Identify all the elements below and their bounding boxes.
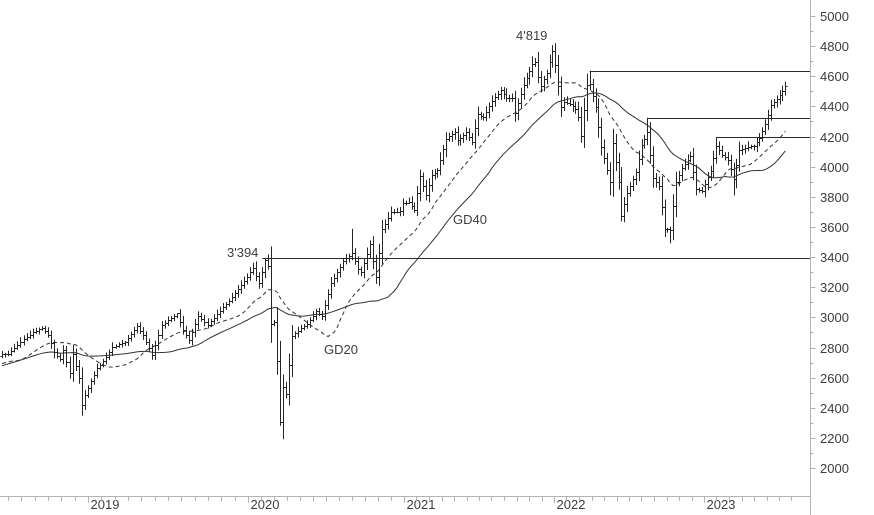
- svg-text:4200: 4200: [820, 130, 849, 145]
- svg-text:3600: 3600: [820, 220, 849, 235]
- gd20-moving-average-line: [1, 81, 786, 368]
- svg-text:2000: 2000: [820, 461, 849, 476]
- svg-text:4600: 4600: [820, 69, 849, 84]
- y-axis: 2000 2200 2400 2600 2800 3000 3200 3400 3600 3800…: [810, 0, 849, 515]
- ohlc-price-bars: [0, 43, 788, 440]
- svg-text:4800: 4800: [820, 39, 849, 54]
- resistance-level-lines: [262, 71, 810, 259]
- svg-text:3000: 3000: [820, 310, 849, 325]
- svg-text:2800: 2800: [820, 341, 849, 356]
- gd40-moving-average-line: [1, 92, 786, 367]
- svg-text:4400: 4400: [820, 99, 849, 114]
- svg-text:2600: 2600: [820, 371, 849, 386]
- svg-text:2020: 2020: [251, 497, 280, 512]
- svg-text:2200: 2200: [820, 431, 849, 446]
- annotation-feb2020-high: 3'394: [227, 245, 258, 260]
- svg-text:2022: 2022: [557, 497, 586, 512]
- gd20-line-label: GD20: [324, 342, 358, 357]
- svg-text:5000: 5000: [820, 9, 849, 24]
- svg-text:2400: 2400: [820, 401, 849, 416]
- svg-text:3200: 3200: [820, 280, 849, 295]
- annotation-peak-high: 4'819: [516, 28, 547, 43]
- svg-text:3800: 3800: [820, 190, 849, 205]
- svg-text:2023: 2023: [707, 497, 736, 512]
- svg-text:2019: 2019: [91, 497, 120, 512]
- svg-text:3400: 3400: [820, 250, 849, 265]
- svg-text:2021: 2021: [407, 497, 436, 512]
- svg-text:4000: 4000: [820, 160, 849, 175]
- x-axis: 2019 2020 2021 2022 2023: [0, 496, 811, 512]
- gd40-line-label: GD40: [453, 212, 487, 227]
